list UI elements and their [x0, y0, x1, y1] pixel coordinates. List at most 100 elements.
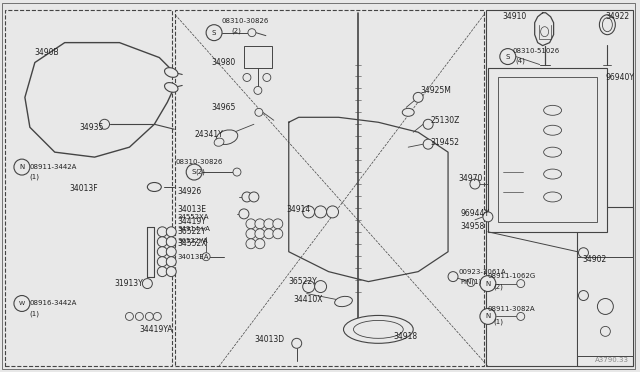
Circle shape [157, 247, 167, 257]
Circle shape [255, 229, 265, 239]
Ellipse shape [543, 169, 561, 179]
Circle shape [249, 192, 259, 202]
Text: 34958: 34958 [460, 222, 484, 231]
Text: N: N [485, 280, 490, 286]
Circle shape [579, 291, 588, 301]
Text: S: S [192, 169, 196, 175]
Circle shape [483, 212, 493, 222]
Circle shape [467, 279, 475, 286]
Bar [498, 77, 597, 222]
Circle shape [423, 119, 433, 129]
Ellipse shape [164, 83, 178, 92]
Circle shape [263, 74, 271, 81]
Circle shape [157, 267, 167, 277]
Ellipse shape [353, 320, 403, 339]
Text: 96940Y: 96940Y [605, 73, 634, 82]
Circle shape [248, 29, 256, 37]
Text: (1): (1) [30, 310, 40, 317]
Circle shape [100, 119, 109, 129]
Text: 36522YA: 36522YA [177, 238, 208, 244]
Text: S: S [506, 54, 510, 60]
Text: 34013D: 34013D [255, 335, 285, 344]
Text: 34419YA: 34419YA [140, 325, 173, 334]
Text: 34013F: 34013F [70, 185, 99, 193]
Circle shape [14, 159, 30, 175]
Text: 08310-30826: 08310-30826 [221, 18, 268, 24]
Circle shape [303, 280, 315, 292]
Text: S: S [212, 30, 216, 36]
Circle shape [157, 237, 167, 247]
Circle shape [264, 229, 274, 239]
Circle shape [186, 164, 202, 180]
Text: N: N [485, 314, 490, 320]
Text: 34935: 34935 [79, 123, 104, 132]
Bar [5, 10, 172, 366]
Circle shape [315, 280, 326, 292]
Bar [488, 67, 607, 232]
Text: 08916-3442A: 08916-3442A [30, 301, 77, 307]
Circle shape [166, 237, 176, 247]
Circle shape [326, 206, 339, 218]
Ellipse shape [147, 183, 161, 192]
Text: 34980: 34980 [211, 58, 236, 67]
Text: 34419Y: 34419Y [177, 217, 206, 226]
Circle shape [233, 168, 241, 176]
Text: 08310-51026: 08310-51026 [513, 48, 560, 54]
Text: 24341Y: 24341Y [194, 130, 223, 139]
Text: 96944Y: 96944Y [460, 209, 489, 218]
Text: 3490B: 3490B [35, 48, 60, 57]
Text: 34552XA: 34552XA [177, 214, 209, 220]
Text: 34910: 34910 [503, 12, 527, 21]
Ellipse shape [214, 138, 224, 146]
Circle shape [202, 253, 210, 261]
Circle shape [480, 276, 496, 292]
Circle shape [423, 139, 433, 149]
Circle shape [264, 219, 274, 229]
Text: 31913Y: 31913Y [115, 279, 143, 288]
Circle shape [243, 74, 251, 81]
Ellipse shape [344, 315, 413, 343]
Text: 34914+A: 34914+A [177, 226, 210, 232]
Circle shape [145, 312, 154, 320]
Text: 36522Y: 36522Y [289, 277, 317, 286]
Circle shape [136, 312, 143, 320]
Text: 08310-30826: 08310-30826 [175, 159, 223, 165]
Circle shape [14, 295, 30, 311]
Text: PIN(1): PIN(1) [460, 278, 481, 285]
Circle shape [273, 229, 283, 239]
Text: 34922: 34922 [605, 12, 630, 21]
Circle shape [273, 219, 283, 229]
Circle shape [254, 86, 262, 94]
Circle shape [315, 206, 326, 218]
Text: 34552X: 34552X [177, 239, 207, 248]
Text: 34902: 34902 [582, 255, 607, 264]
Text: 36522Y: 36522Y [177, 227, 206, 236]
Circle shape [500, 49, 516, 64]
Text: (1): (1) [30, 174, 40, 180]
Circle shape [166, 227, 176, 237]
Text: (1): (1) [494, 318, 504, 325]
Ellipse shape [403, 108, 414, 116]
Ellipse shape [543, 147, 561, 157]
Circle shape [292, 339, 301, 348]
Text: A3790.33: A3790.33 [595, 357, 629, 363]
Ellipse shape [541, 27, 548, 37]
Bar [577, 207, 633, 366]
Circle shape [246, 229, 256, 239]
Text: 34410X: 34410X [294, 295, 323, 304]
Text: 34970: 34970 [458, 173, 483, 183]
Text: (2): (2) [231, 28, 241, 34]
Text: 08911-1062G: 08911-1062G [488, 273, 536, 279]
Circle shape [125, 312, 133, 320]
Circle shape [157, 257, 167, 267]
Circle shape [413, 92, 423, 102]
Text: (2): (2) [494, 283, 504, 290]
Circle shape [166, 267, 176, 277]
Circle shape [516, 312, 525, 320]
Ellipse shape [600, 15, 615, 35]
Circle shape [448, 272, 458, 282]
Circle shape [246, 239, 256, 249]
Ellipse shape [164, 68, 178, 77]
Circle shape [255, 239, 265, 249]
Text: 08911-3442A: 08911-3442A [30, 164, 77, 170]
